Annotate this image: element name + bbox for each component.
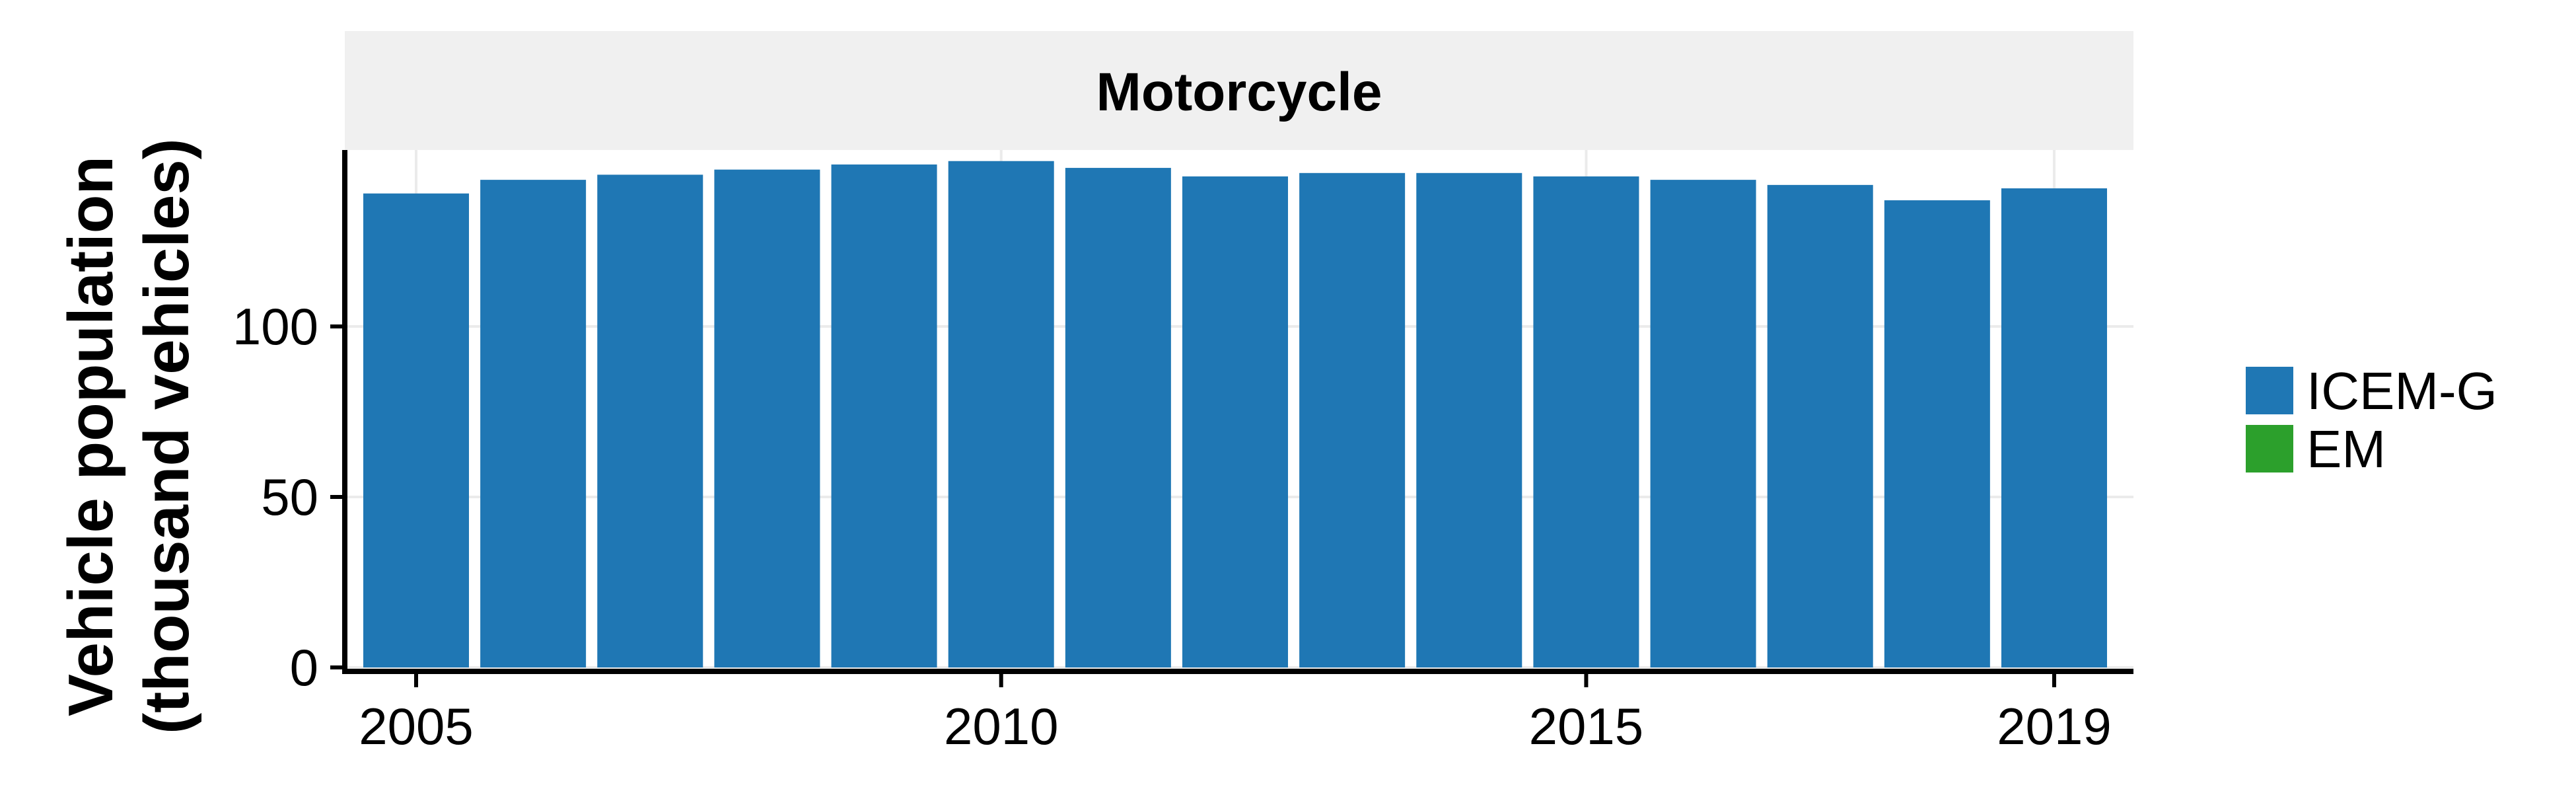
bar-icem-g-2018 — [1884, 200, 1990, 668]
axes — [342, 150, 2133, 674]
bar-icem-g-2011 — [1065, 168, 1171, 667]
bar-icem-g-2010 — [948, 161, 1054, 668]
y-axis-title: Vehicle population (thousand vehicles) — [55, 138, 202, 734]
y-axis-title-line2: (thousand vehicles) — [131, 138, 202, 734]
x-tick-label-2005: 2005 — [359, 697, 474, 755]
x-tick-label-2015: 2015 — [1529, 697, 1644, 755]
y-tick-label-0: 0 — [290, 638, 318, 697]
legend-key-em — [2246, 425, 2293, 472]
bar-icem-g-2017 — [1767, 184, 1873, 667]
bar-icem-g-2007 — [597, 174, 703, 667]
x-tick-label-2010: 2010 — [944, 697, 1059, 755]
bar-icem-g-2012 — [1182, 176, 1288, 668]
y-axis-ticks: 0 50 100 — [233, 297, 345, 697]
bar-icem-g-2013 — [1299, 172, 1406, 667]
legend-label-em: EM — [2307, 420, 2386, 478]
y-tick-label-100: 100 — [233, 297, 318, 356]
bar-icem-g-2006 — [480, 180, 587, 667]
x-axis-ticks: 2005 2010 2015 2019 — [359, 671, 2112, 755]
legend-key-icem-g — [2246, 367, 2293, 414]
legend: ICEM-GEM — [2246, 361, 2497, 478]
facet-title: Motorcycle — [1096, 62, 1382, 122]
x-tick-label-2019: 2019 — [1997, 697, 2112, 755]
bar-icem-g-2009 — [831, 164, 937, 667]
bar-icem-g-2008 — [714, 169, 820, 667]
y-axis-title-line1: Vehicle population — [55, 156, 126, 716]
y-tick-label-50: 50 — [261, 468, 318, 526]
facet-strip — [345, 31, 2133, 150]
bar-icem-g-2015 — [1533, 176, 1639, 668]
bar-icem-g-2016 — [1650, 180, 1756, 667]
legend-label-icem-g: ICEM-G — [2307, 361, 2497, 420]
bar-icem-g-2005 — [363, 193, 469, 667]
bar-icem-g-2014 — [1416, 172, 1522, 667]
bar-icem-g-2019 — [2001, 188, 2107, 667]
bars — [363, 161, 2107, 668]
